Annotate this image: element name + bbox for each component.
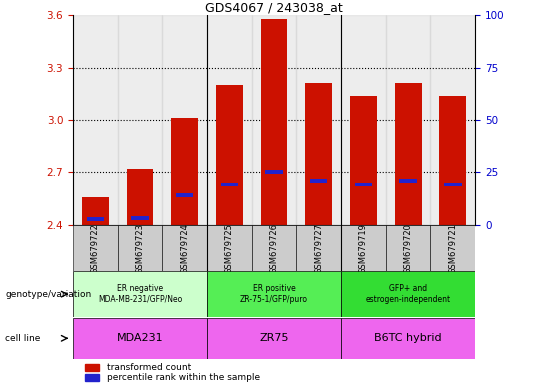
Bar: [386, 225, 430, 271]
Bar: [341, 318, 475, 359]
Bar: [350, 96, 377, 225]
Bar: [221, 183, 238, 187]
Bar: [73, 225, 118, 271]
Bar: [216, 85, 243, 225]
Bar: [73, 271, 207, 317]
Bar: [171, 118, 198, 225]
Bar: [296, 225, 341, 271]
Title: GDS4067 / 243038_at: GDS4067 / 243038_at: [205, 1, 343, 14]
Bar: [118, 225, 163, 271]
Bar: [207, 318, 341, 359]
Bar: [85, 364, 99, 371]
Text: cell line: cell line: [5, 334, 41, 343]
Text: GSM679719: GSM679719: [359, 223, 368, 273]
Text: ER negative
MDA-MB-231/GFP/Neo: ER negative MDA-MB-231/GFP/Neo: [98, 285, 182, 304]
Bar: [82, 197, 109, 225]
Bar: [386, 15, 430, 225]
Text: GSM679721: GSM679721: [448, 223, 457, 273]
Bar: [355, 183, 372, 187]
Bar: [131, 216, 148, 220]
Bar: [265, 170, 283, 174]
Bar: [341, 271, 475, 317]
Bar: [430, 225, 475, 271]
Text: GFP+ and
estrogen-independent: GFP+ and estrogen-independent: [366, 285, 451, 304]
Text: GSM679726: GSM679726: [269, 223, 279, 273]
Text: transformed count: transformed count: [107, 363, 191, 372]
Bar: [341, 225, 386, 271]
Bar: [341, 15, 386, 225]
Bar: [440, 96, 466, 225]
Bar: [86, 217, 104, 221]
Bar: [207, 225, 252, 271]
Text: ZR75: ZR75: [259, 333, 289, 343]
Text: B6TC hybrid: B6TC hybrid: [374, 333, 442, 343]
Text: percentile rank within the sample: percentile rank within the sample: [107, 373, 260, 382]
Text: GSM679725: GSM679725: [225, 223, 234, 273]
Bar: [207, 15, 252, 225]
Bar: [163, 225, 207, 271]
Bar: [310, 179, 327, 183]
Bar: [163, 15, 207, 225]
Text: GSM679722: GSM679722: [91, 223, 100, 273]
Text: genotype/variation: genotype/variation: [5, 290, 92, 299]
Bar: [305, 83, 332, 225]
Bar: [395, 83, 422, 225]
Bar: [207, 271, 341, 317]
Bar: [430, 15, 475, 225]
Text: GSM679724: GSM679724: [180, 223, 189, 273]
Bar: [444, 183, 462, 187]
Text: GSM679723: GSM679723: [136, 223, 145, 273]
Bar: [73, 15, 118, 225]
Text: GSM679727: GSM679727: [314, 223, 323, 273]
Text: GSM679720: GSM679720: [403, 223, 413, 273]
Bar: [176, 193, 193, 197]
Bar: [126, 169, 153, 225]
Bar: [73, 318, 207, 359]
Bar: [296, 15, 341, 225]
Bar: [118, 15, 163, 225]
Bar: [400, 179, 417, 183]
Bar: [261, 19, 287, 225]
Bar: [252, 225, 296, 271]
Bar: [252, 15, 296, 225]
Text: MDA231: MDA231: [117, 333, 163, 343]
Text: ER positive
ZR-75-1/GFP/puro: ER positive ZR-75-1/GFP/puro: [240, 285, 308, 304]
Bar: [85, 374, 99, 381]
